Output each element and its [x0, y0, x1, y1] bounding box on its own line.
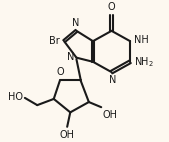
Text: NH: NH: [134, 35, 149, 45]
Text: NH$_2$: NH$_2$: [134, 55, 154, 69]
Text: O: O: [108, 2, 115, 12]
Text: Br: Br: [49, 36, 59, 46]
Text: HO: HO: [8, 92, 23, 103]
Text: N: N: [72, 18, 79, 28]
Text: N: N: [67, 52, 75, 62]
Text: N: N: [110, 75, 117, 85]
Text: OH: OH: [103, 110, 118, 120]
Text: OH: OH: [59, 130, 74, 140]
Text: O: O: [57, 67, 64, 77]
